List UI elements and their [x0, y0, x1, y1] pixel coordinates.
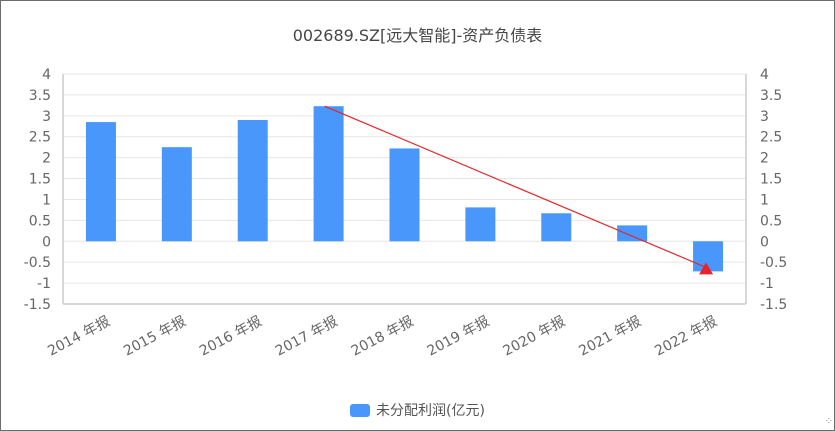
y-tick-right: 1	[760, 192, 769, 208]
trend-arrow	[324, 105, 714, 275]
y-tick-left: 3	[42, 109, 51, 125]
bar[interactable]	[313, 106, 344, 242]
arrow-head-icon	[699, 262, 714, 275]
y-tick-right: 4	[760, 67, 769, 83]
legend-label: 未分配利润(亿元)	[376, 403, 485, 419]
y-axis-right: 4 3.5 3 2.5 2 1.5 1 0.5 0 -0.5 -1 -1.5	[760, 67, 787, 313]
y-tick-right: 2	[760, 151, 769, 167]
y-tick-right: -1	[760, 276, 774, 292]
y-tick-left: 1.5	[29, 172, 51, 188]
y-tick-right: 3	[760, 109, 769, 125]
x-tick-label: 2014 年报	[45, 313, 113, 359]
x-tick-label: 2015 年报	[121, 313, 189, 359]
bar[interactable]	[237, 120, 268, 242]
x-tick-label: 2021 年报	[576, 313, 644, 359]
y-tick-left: 2.5	[29, 130, 51, 146]
bar[interactable]	[85, 122, 116, 242]
y-tick-left: 0.5	[29, 213, 51, 229]
y-tick-left: -0.5	[24, 255, 51, 271]
x-tick-label: 2020 年报	[501, 313, 569, 359]
y-tick-right: 3.5	[760, 88, 782, 104]
bar[interactable]	[541, 213, 572, 242]
y-tick-right: -0.5	[760, 255, 787, 271]
legend[interactable]: 未分配利润(亿元)	[0, 400, 835, 420]
bar[interactable]	[465, 207, 496, 242]
y-tick-left: 0	[42, 234, 51, 250]
y-tick-left: 4	[42, 67, 51, 83]
bar-series[interactable]	[85, 106, 724, 272]
bar[interactable]	[161, 147, 192, 242]
x-tick-label: 2016 年报	[197, 313, 265, 359]
y-tick-right: 0.5	[760, 213, 782, 229]
y-tick-left: 1	[42, 192, 51, 208]
y-tick-right: 0	[760, 234, 769, 250]
x-tick-label: 2017 年报	[273, 313, 341, 359]
x-tick-label: 2018 年报	[349, 313, 417, 359]
y-tick-right: -1.5	[760, 297, 787, 313]
bar[interactable]	[617, 225, 648, 242]
bar[interactable]	[389, 148, 420, 242]
x-tick-label: 2022 年报	[652, 313, 720, 359]
y-axis-left: 4 3.5 3 2.5 2 1.5 1 0.5 0 -0.5 -1 -1.5	[24, 67, 51, 313]
expand-icon[interactable]: ⁘	[824, 416, 833, 427]
legend-swatch	[350, 403, 371, 417]
chart-title: 002689.SZ[远大智能]-资产负债表	[292, 26, 543, 45]
y-tick-left: -1	[37, 276, 51, 292]
y-tick-right: 1.5	[760, 172, 782, 188]
x-tick-label: 2019 年报	[425, 313, 493, 359]
y-tick-left: -1.5	[24, 297, 51, 313]
y-tick-left: 3.5	[29, 88, 51, 104]
x-axis-labels: 2014 年报 2015 年报 2016 年报 2017 年报 2018 年报 2019 …	[45, 313, 720, 359]
y-tick-left: 2	[42, 151, 51, 167]
y-tick-right: 2.5	[760, 130, 782, 146]
